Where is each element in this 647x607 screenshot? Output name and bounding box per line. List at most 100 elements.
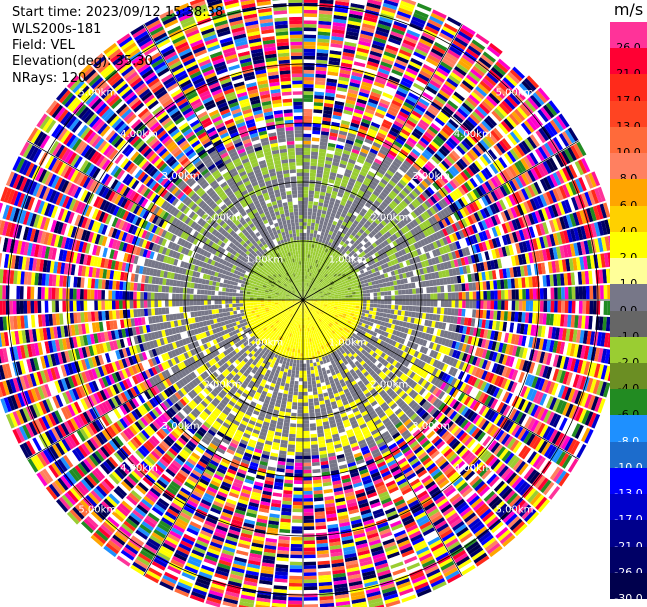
radar-gate bbox=[388, 150, 398, 158]
radar-gate bbox=[347, 181, 355, 187]
radar-gate bbox=[320, 216, 325, 222]
radar-gate bbox=[372, 288, 377, 293]
radar-gate bbox=[324, 260, 328, 265]
radar-gate bbox=[427, 82, 440, 92]
radar-gate bbox=[415, 125, 426, 134]
radar-gate bbox=[324, 248, 329, 253]
radar-gate bbox=[433, 41, 448, 52]
radar-gate bbox=[335, 0, 350, 3]
radar-gate bbox=[317, 230, 322, 235]
radar-gate bbox=[318, 152, 326, 157]
radar-gate bbox=[320, 262, 325, 267]
radar-gate bbox=[324, 301, 328, 303]
radar-gate bbox=[341, 302, 346, 305]
radar-gate bbox=[379, 125, 390, 133]
radar-gate bbox=[303, 268, 305, 272]
radar-gate bbox=[316, 276, 320, 280]
radar-gate bbox=[473, 36, 488, 48]
radar-gate bbox=[355, 180, 363, 187]
radar-gate bbox=[401, 305, 406, 311]
radar-gate bbox=[333, 11, 348, 17]
radar-gate bbox=[356, 158, 365, 164]
radar-gate bbox=[362, 306, 367, 310]
radar-gate bbox=[330, 212, 336, 218]
radar-gate bbox=[341, 55, 354, 61]
radar-gate bbox=[343, 146, 352, 152]
radar-gate bbox=[376, 184, 384, 191]
radar-gate bbox=[314, 187, 321, 192]
radar-gate bbox=[352, 297, 357, 300]
radar-gate bbox=[403, 101, 414, 110]
radar-gate bbox=[511, 289, 516, 300]
radar-gate bbox=[303, 55, 316, 60]
radar-gate bbox=[347, 88, 359, 95]
radar-gate bbox=[341, 293, 346, 296]
radar-gate bbox=[351, 71, 363, 78]
radar-gate bbox=[303, 62, 315, 67]
radar-gate bbox=[304, 264, 307, 269]
radar-gate bbox=[373, 300, 378, 304]
radar-gate bbox=[335, 0, 350, 7]
radar-gate bbox=[383, 308, 388, 314]
radar-gate bbox=[338, 166, 346, 172]
radar-gate bbox=[413, 128, 424, 137]
radar-gate bbox=[369, 50, 383, 58]
radar-gate bbox=[403, 73, 415, 83]
radar-gate bbox=[388, 37, 402, 46]
radar-gate bbox=[550, 287, 555, 300]
radar-gate bbox=[318, 155, 326, 161]
radar-gate bbox=[504, 289, 509, 300]
radar-gate bbox=[317, 34, 330, 40]
radar-gate bbox=[426, 107, 438, 117]
radar-gate bbox=[330, 39, 344, 45]
radar-gate bbox=[400, 0, 415, 9]
radar-gate bbox=[378, 19, 392, 28]
radar-gate bbox=[424, 60, 437, 70]
radar-gate bbox=[334, 7, 349, 14]
radar-gate bbox=[358, 128, 368, 135]
radar-gate bbox=[486, 290, 491, 300]
radar-gate bbox=[352, 302, 357, 306]
radar-gate bbox=[326, 185, 333, 191]
radar-gate bbox=[320, 270, 324, 275]
radar-gate bbox=[557, 287, 562, 300]
radar-gate bbox=[354, 311, 359, 315]
radar-gate bbox=[303, 112, 313, 117]
radar-gate bbox=[390, 163, 399, 171]
radar-gate bbox=[324, 264, 328, 269]
radar-gate bbox=[349, 82, 361, 88]
radar-gate bbox=[472, 291, 477, 300]
radar-gate bbox=[304, 261, 307, 265]
radar-gate bbox=[341, 295, 346, 298]
radar-gate bbox=[318, 238, 323, 243]
radar-gate bbox=[525, 288, 530, 300]
radar-gate bbox=[363, 296, 367, 300]
radar-gate bbox=[305, 282, 307, 287]
radar-gate bbox=[303, 119, 312, 124]
radar-gate bbox=[359, 151, 368, 158]
radar-gate bbox=[431, 76, 444, 86]
radar-gate bbox=[386, 169, 395, 177]
radar-gate bbox=[356, 47, 370, 54]
radar-gate bbox=[339, 216, 345, 222]
radar-gate bbox=[328, 258, 332, 263]
radar-gate bbox=[314, 226, 319, 231]
radar-gate bbox=[363, 192, 371, 199]
radar-gate bbox=[309, 236, 313, 241]
radar-gate bbox=[398, 111, 409, 119]
radar-gate bbox=[444, 300, 449, 308]
radar-gate bbox=[312, 126, 321, 131]
radar-gate bbox=[475, 33, 490, 45]
radar-gate bbox=[469, 291, 473, 300]
radar-gate bbox=[303, 66, 315, 71]
radar-gate bbox=[303, 169, 310, 173]
radar-gate bbox=[319, 265, 323, 270]
radar-gate bbox=[374, 174, 382, 181]
radar-gate bbox=[341, 306, 345, 309]
radar-gate bbox=[483, 300, 488, 310]
radar-gate bbox=[421, 66, 434, 76]
radar-gate bbox=[427, 54, 441, 64]
radar-gate bbox=[382, 92, 394, 100]
radar-gate bbox=[411, 131, 422, 140]
radar-gate bbox=[355, 217, 362, 223]
